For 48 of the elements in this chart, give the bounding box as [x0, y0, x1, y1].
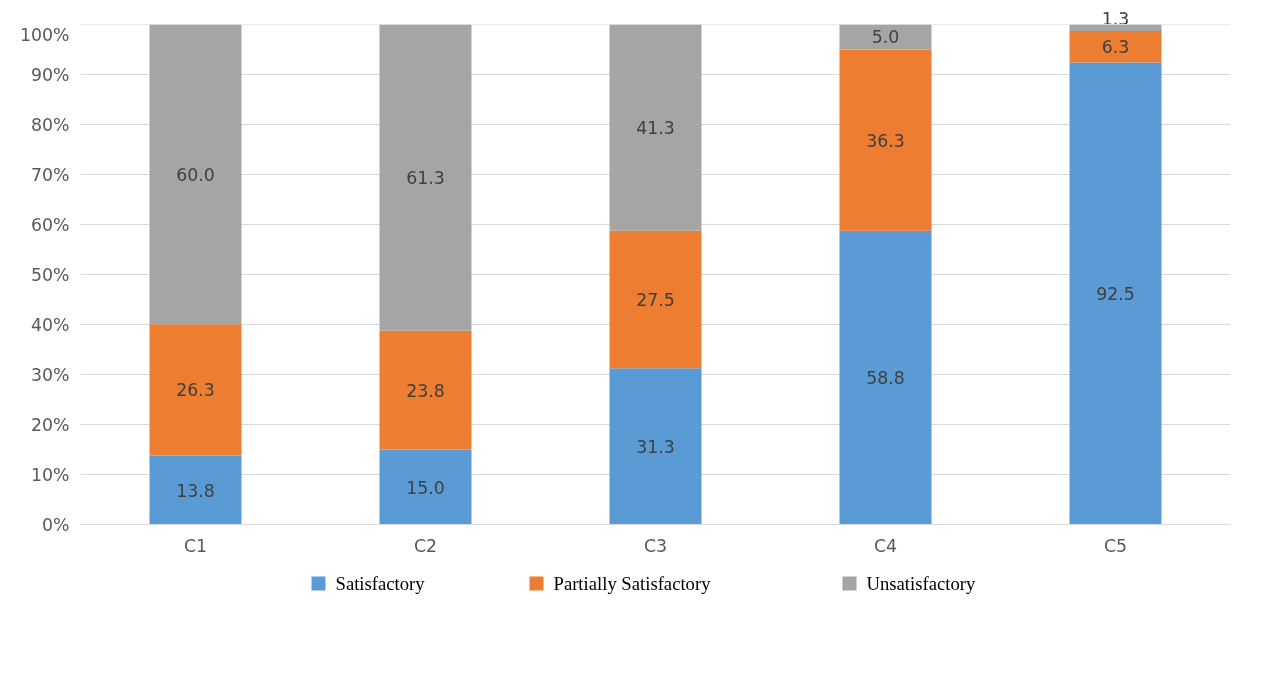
data-label: 60.0	[176, 164, 215, 185]
bar	[379, 330, 472, 450]
data-label: 61.3	[406, 168, 445, 189]
y-tick-label: 70%	[30, 164, 70, 185]
x-tick-label: C3	[643, 535, 668, 556]
bar	[149, 24, 242, 325]
data-label: 31.3	[636, 436, 675, 457]
bar	[1069, 30, 1162, 63]
data-label: 58.8	[866, 368, 905, 389]
data-label: 26.3	[176, 380, 215, 401]
x-tick-label: C2	[413, 535, 438, 556]
legend-label: Unsatisfactory	[866, 573, 976, 594]
y-tick-label: 90%	[30, 64, 70, 85]
bar	[1069, 24, 1162, 31]
x-tick-label: C5	[1103, 535, 1128, 556]
x-tick-label: C4	[873, 535, 898, 556]
y-tick-label: 80%	[30, 114, 70, 135]
data-label: 5.0	[871, 27, 900, 48]
y-tick-label: 20%	[30, 414, 70, 435]
bar	[379, 24, 472, 331]
bar	[609, 24, 702, 231]
data-label: 23.8	[406, 380, 445, 401]
bar	[149, 324, 242, 456]
bar	[149, 455, 242, 525]
legend-label: Partially Satisfactory	[553, 573, 712, 594]
bar	[1069, 62, 1162, 525]
bar	[839, 49, 932, 231]
y-tick-label: 10%	[30, 464, 70, 485]
y-tick-label: 0%	[42, 514, 70, 535]
data-label: 36.3	[866, 130, 905, 151]
data-label: 27.5	[636, 289, 675, 310]
y-tick-label: 50%	[30, 264, 70, 285]
y-tick-label: 60%	[30, 214, 70, 235]
y-tick-label: 100%	[19, 24, 70, 45]
bar	[609, 230, 702, 369]
y-tick-label: 40%	[30, 314, 70, 335]
data-label: 1.3	[1101, 8, 1130, 29]
data-label: 41.3	[636, 118, 675, 139]
data-label: 92.5	[1096, 283, 1135, 304]
bar	[839, 230, 932, 525]
bar	[379, 449, 472, 525]
data-label: 6.3	[1101, 37, 1130, 58]
x-tick-label: C1	[183, 535, 208, 556]
data-label: 13.8	[176, 480, 215, 501]
y-tick-label: 30%	[30, 364, 70, 385]
legend-label: Satisfactory	[335, 573, 426, 594]
bar	[609, 368, 702, 525]
data-label: 15.0	[406, 477, 445, 498]
